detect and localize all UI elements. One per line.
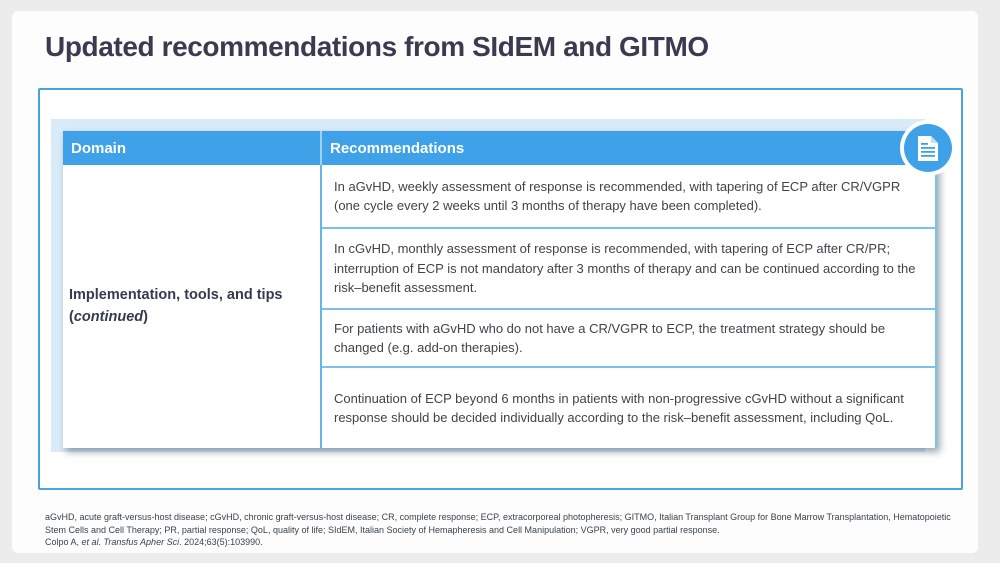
abbreviations-line-1: aGvHD, acute graft-versus-host disease; … xyxy=(45,512,951,522)
table-row: For patients with aGvHD who do not have … xyxy=(322,310,935,368)
recommendation-text: In aGvHD, weekly assessment of response … xyxy=(334,178,901,214)
citation: Colpo A, et al. Transfus Apher Sci. 2024… xyxy=(45,537,263,547)
footnote: aGvHD, acute graft-versus-host disease; … xyxy=(45,511,975,549)
recommendations-table: Domain Recommendations Implementation, t… xyxy=(63,131,937,448)
slide-card: Updated recommendations from SIdEM and G… xyxy=(12,11,978,553)
domain-continued: (continued) xyxy=(69,308,148,325)
document-icon xyxy=(900,120,956,176)
content-frame: Domain Recommendations Implementation, t… xyxy=(38,88,963,490)
table-row: In aGvHD, weekly assessment of response … xyxy=(322,165,935,229)
domain-label-text: Implementation, tools, and tips xyxy=(69,287,283,304)
abbreviations-line-2: Stem Cells and Cell Therapy; PR, partial… xyxy=(45,524,720,535)
recommendation-text: In cGvHD, monthly assessment of response… xyxy=(334,241,916,296)
column-header-domain: Domain xyxy=(63,131,322,165)
table-row: Continuation of ECP beyond 6 months in p… xyxy=(322,368,935,448)
document-icon-circle xyxy=(904,124,952,172)
recommendation-text: For patients with aGvHD who do not have … xyxy=(334,320,886,356)
domain-cell: Implementation, tools, and tips (continu… xyxy=(63,165,322,448)
column-header-recommendations: Recommendations xyxy=(322,131,935,165)
document-glyph xyxy=(918,135,938,161)
domain-label: Implementation, tools, and tips (continu… xyxy=(69,285,283,327)
recommendation-text: Continuation of ECP beyond 6 months in p… xyxy=(334,390,904,426)
table-row: In cGvHD, monthly assessment of response… xyxy=(322,229,935,310)
page-title: Updated recommendations from SIdEM and G… xyxy=(45,31,709,62)
